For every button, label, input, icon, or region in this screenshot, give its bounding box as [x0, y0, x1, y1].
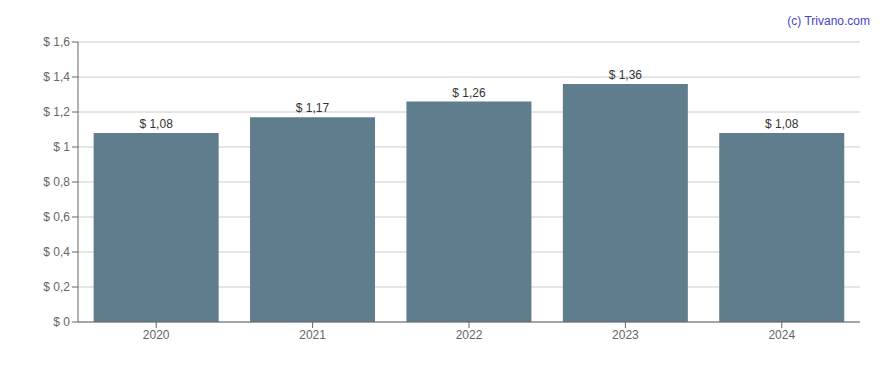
- svg-text:2022: 2022: [456, 328, 483, 342]
- svg-text:$ 1,6: $ 1,6: [43, 35, 70, 49]
- svg-text:2020: 2020: [143, 328, 170, 342]
- svg-text:$ 1,36: $ 1,36: [609, 68, 643, 82]
- html-text:(c) Trivano.com: (c) Trivano.com: [787, 14, 870, 28]
- svg-text:2023: 2023: [612, 328, 639, 342]
- svg-text:$ 1,4: $ 1,4: [43, 70, 70, 84]
- svg-text:$ 1,08: $ 1,08: [765, 117, 799, 131]
- svg-text:$ 0: $ 0: [53, 315, 70, 329]
- svg-text:$ 1,2: $ 1,2: [43, 105, 70, 119]
- svg-text:$ 0,4: $ 0,4: [43, 245, 70, 259]
- svg-text:$ 0,2: $ 0,2: [43, 280, 70, 294]
- svg-text:$ 0,6: $ 0,6: [43, 210, 70, 224]
- svg-text:$ 1,17: $ 1,17: [296, 101, 330, 115]
- svg-text:$ 1: $ 1: [53, 140, 70, 154]
- svg-text:2021: 2021: [299, 328, 326, 342]
- svg-text:$ 0,8: $ 0,8: [43, 175, 70, 189]
- svg-text:$ 1,08: $ 1,08: [139, 117, 173, 131]
- svg-text:2024: 2024: [768, 328, 795, 342]
- svg-text:$ 1,26: $ 1,26: [452, 86, 486, 100]
